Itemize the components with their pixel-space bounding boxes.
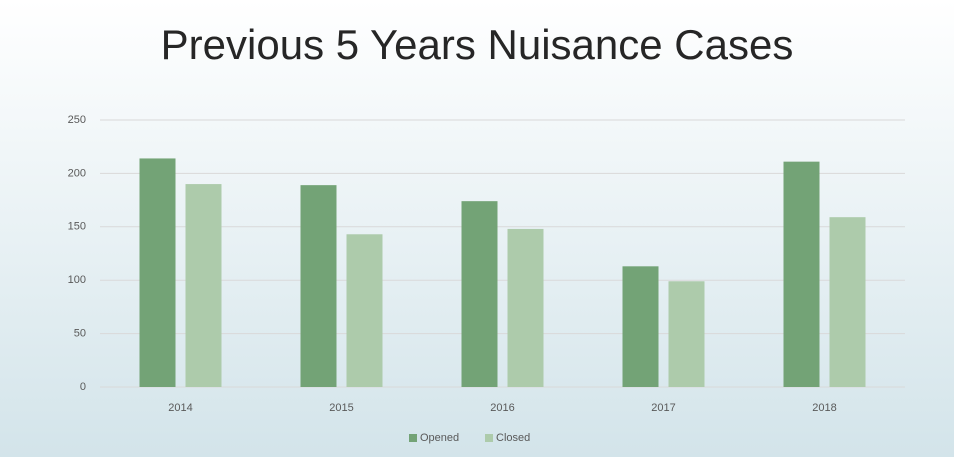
- bar: [139, 158, 176, 387]
- x-tick-label: 2014: [168, 402, 192, 414]
- legend-swatch: [485, 434, 493, 442]
- bar: [346, 234, 383, 387]
- legend-swatch: [409, 434, 417, 442]
- legend-label: Closed: [496, 432, 530, 444]
- y-tick-label: 50: [74, 328, 86, 340]
- x-tick-label: 2017: [651, 402, 675, 414]
- bar: [300, 185, 337, 387]
- bar: [829, 217, 866, 387]
- y-tick-label: 200: [68, 167, 86, 179]
- chart-title: Previous 5 Years Nuisance Cases: [161, 21, 794, 68]
- x-tick-label: 2015: [329, 402, 353, 414]
- bar: [622, 266, 659, 387]
- y-tick-label: 250: [68, 114, 86, 126]
- y-tick-label: 0: [80, 381, 86, 393]
- bar: [668, 281, 705, 387]
- legend-label: Opened: [420, 432, 459, 444]
- bar: [507, 228, 544, 387]
- bar: [185, 184, 222, 387]
- bar: [783, 161, 820, 387]
- y-tick-label: 100: [68, 274, 86, 286]
- x-tick-label: 2016: [490, 402, 514, 414]
- bar: [461, 201, 498, 387]
- x-tick-label: 2018: [812, 402, 836, 414]
- y-tick-label: 150: [68, 221, 86, 233]
